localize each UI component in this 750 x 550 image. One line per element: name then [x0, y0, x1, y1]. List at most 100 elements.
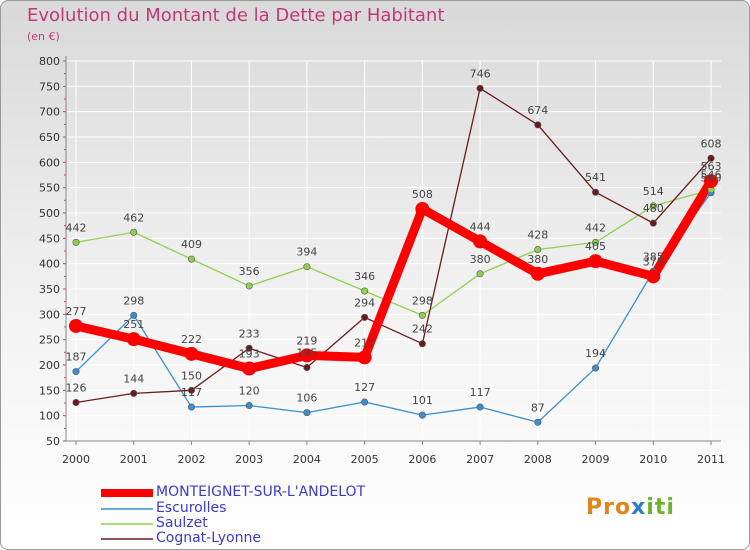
data-labels: 277 251 222 193 219 215 508 444 380 405 375 563 187 2… — [66, 67, 722, 414]
data-label: 356 — [239, 265, 260, 278]
data-point — [534, 121, 542, 129]
data-point — [418, 340, 426, 348]
data-label: 298 — [412, 294, 433, 307]
y-tick-label: 550 — [39, 182, 60, 195]
data-label: 150 — [181, 369, 202, 382]
y-tick-label: 200 — [39, 359, 60, 372]
y-tick-label: 650 — [39, 131, 60, 144]
x-tick-label: 2011 — [697, 453, 725, 466]
data-label: 195 — [296, 347, 317, 360]
data-label: 101 — [412, 394, 433, 407]
data-point — [187, 255, 195, 263]
data-point — [72, 238, 80, 246]
data-label: 375 — [643, 255, 664, 268]
data-point — [588, 254, 603, 269]
y-tick-label: 250 — [39, 334, 60, 347]
data-point — [303, 409, 311, 417]
y-tick-label: 100 — [39, 410, 60, 423]
x-tick-label: 2000 — [62, 453, 90, 466]
data-point — [130, 389, 138, 397]
y-tick-label: 800 — [39, 55, 60, 68]
legend-label: MONTEIGNET-SUR-L'ANDELOT — [156, 484, 366, 500]
data-point — [357, 350, 372, 365]
data-label: 117 — [470, 386, 491, 399]
data-point — [130, 228, 138, 236]
y-tick-label: 750 — [39, 80, 60, 93]
data-label: 541 — [585, 171, 606, 184]
data-label: 106 — [296, 392, 317, 405]
x-tick-label: 2008 — [524, 453, 552, 466]
data-label: 480 — [643, 202, 664, 215]
data-label: 277 — [66, 305, 87, 318]
data-point — [704, 174, 718, 189]
data-label: 444 — [470, 220, 491, 233]
data-point — [187, 403, 195, 411]
data-label: 346 — [354, 270, 375, 283]
data-label: 87 — [531, 401, 545, 414]
data-point — [361, 287, 369, 295]
x-tick-label: 2010 — [639, 453, 667, 466]
legend-label: Saulzet — [156, 515, 208, 531]
series-line — [71, 176, 716, 374]
x-tick-label: 2002 — [177, 453, 205, 466]
data-label: 442 — [66, 221, 87, 234]
data-label: 380 — [527, 253, 548, 266]
data-label: 215 — [354, 336, 375, 349]
data-point — [530, 266, 545, 281]
data-label: 193 — [239, 348, 260, 361]
y-tick-label: 300 — [39, 308, 60, 321]
data-label: 385 — [643, 250, 664, 263]
data-point — [534, 245, 542, 253]
series-line — [75, 87, 712, 404]
data-label: 514 — [643, 185, 664, 198]
data-point — [649, 219, 657, 227]
legend-label: Escurolles — [156, 500, 227, 516]
data-point — [476, 84, 484, 92]
data-point — [245, 282, 253, 290]
data-label: 126 — [66, 381, 87, 394]
data-label: 546 — [701, 169, 722, 182]
data-label: 233 — [239, 327, 260, 340]
series-line — [75, 192, 712, 423]
data-point — [245, 402, 253, 410]
data-label: 219 — [296, 334, 317, 347]
data-point — [187, 386, 195, 394]
data-point — [476, 270, 484, 278]
data-label: 251 — [123, 318, 144, 331]
data-point — [303, 364, 311, 372]
data-point — [476, 403, 484, 411]
series-points — [69, 84, 718, 426]
data-point — [646, 269, 661, 284]
chart-unit: (en €) — [27, 30, 60, 43]
data-label: 442 — [585, 221, 606, 234]
data-point — [126, 332, 141, 347]
y-tick-label: 700 — [39, 106, 60, 119]
y-tick-label: 400 — [39, 258, 60, 271]
x-tick-label: 2004 — [293, 453, 321, 466]
data-label: 508 — [412, 188, 433, 201]
data-point — [592, 364, 600, 372]
x-tick-label: 2006 — [408, 453, 436, 466]
series-lines — [71, 87, 716, 423]
legend-label: Cognat-Lyonne — [156, 530, 261, 546]
x-tick-label: 2005 — [351, 453, 379, 466]
y-tick-label: 50 — [46, 435, 60, 448]
data-label: 608 — [701, 137, 722, 150]
data-label: 380 — [470, 253, 491, 266]
data-point — [72, 368, 80, 376]
data-label: 144 — [123, 372, 144, 385]
data-label: 405 — [585, 240, 606, 253]
data-label: 563 — [701, 160, 722, 173]
data-point — [418, 411, 426, 419]
data-label: 428 — [527, 228, 548, 241]
data-point — [473, 234, 488, 249]
y-tick-label: 450 — [39, 232, 60, 245]
data-point — [361, 313, 369, 321]
x-tick-label: 2001 — [120, 453, 148, 466]
data-point — [130, 311, 138, 319]
data-point — [361, 398, 369, 406]
data-point — [415, 201, 430, 216]
data-point — [72, 398, 80, 406]
data-point — [592, 238, 600, 246]
